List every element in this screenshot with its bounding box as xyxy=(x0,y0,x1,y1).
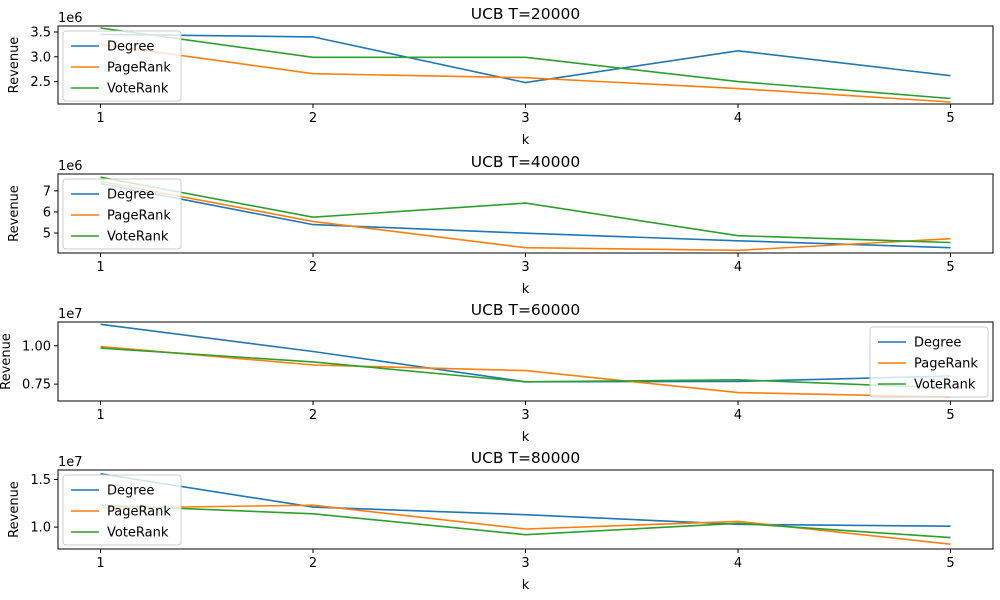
x-axis-label: k xyxy=(522,133,530,148)
x-tick-label: 2 xyxy=(309,408,317,423)
subplot-title: UCB T=20000 xyxy=(471,5,581,23)
series-line-voterank xyxy=(100,504,951,539)
x-tick-label: 3 xyxy=(521,111,529,126)
legend-entry: VoteRank xyxy=(107,82,169,97)
x-tick-label: 3 xyxy=(521,556,529,571)
y-offset-label: 1e7 xyxy=(58,455,83,470)
subplot-title: UCB T=80000 xyxy=(471,449,581,467)
legend: Degree PageRank VoteRank xyxy=(869,326,989,398)
series-line-degree xyxy=(100,473,951,527)
x-tick-label: 4 xyxy=(734,556,742,571)
axes-frame xyxy=(57,321,994,402)
legend-box xyxy=(62,30,182,102)
series-line-pagerank xyxy=(100,43,951,103)
series-line-voterank xyxy=(100,347,951,389)
x-tick-label: 2 xyxy=(309,111,317,126)
legend-entry: Degree xyxy=(914,336,961,351)
y-tick-label: 1.5 xyxy=(30,473,51,488)
x-axis-label: k xyxy=(522,578,530,593)
y-offset-label: 1e7 xyxy=(58,307,83,322)
series-line-voterank xyxy=(100,176,951,244)
series-line-degree xyxy=(100,33,951,84)
x-tick-label: 5 xyxy=(946,260,954,275)
y-tick-label: 6 xyxy=(43,205,51,220)
series-line-voterank xyxy=(100,27,951,100)
legend-box xyxy=(869,326,989,398)
subplot-title: UCB T=60000 xyxy=(471,301,581,319)
x-tick-label: 5 xyxy=(946,111,954,126)
y-offset-label: 1e6 xyxy=(58,159,83,174)
subplot-title: UCB T=40000 xyxy=(471,153,581,171)
subplot-3: UCB T=60000 1e7 1 2 3 4 5 0.75 1.00 k Revenue Degre… xyxy=(0,301,994,445)
legend: Degree PageRank VoteRank xyxy=(62,474,182,546)
legend-entry: PageRank xyxy=(914,357,978,372)
legend-entry: Degree xyxy=(107,40,154,55)
y-axis-label: Revenue xyxy=(7,37,22,94)
x-tick-label: 1 xyxy=(96,556,104,571)
legend-entry: VoteRank xyxy=(107,526,169,541)
x-tick-label: 4 xyxy=(734,260,742,275)
y-tick-label: 1.00 xyxy=(22,339,51,354)
legend: Degree PageRank VoteRank xyxy=(62,178,182,250)
x-tick-label: 5 xyxy=(946,408,954,423)
legend-entry: PageRank xyxy=(107,505,171,520)
x-tick-label: 4 xyxy=(734,408,742,423)
legend-entry: VoteRank xyxy=(107,230,169,245)
series-line-degree xyxy=(100,182,951,249)
series-line-pagerank xyxy=(100,345,951,398)
x-tick-label: 3 xyxy=(521,260,529,275)
x-tick-label: 4 xyxy=(734,111,742,126)
legend-box xyxy=(62,474,182,546)
subplot-4: UCB T=80000 1e7 1 2 3 4 5 1.0 1.5 k Revenue Degree P… xyxy=(7,449,994,593)
legend-entry: PageRank xyxy=(107,61,171,76)
y-axis-label: Revenue xyxy=(7,481,22,538)
x-tick-label: 1 xyxy=(96,111,104,126)
y-tick-label: 3.5 xyxy=(30,25,51,40)
legend-entry: Degree xyxy=(107,188,154,203)
y-tick-label: 2.5 xyxy=(30,75,51,90)
x-tick-label: 5 xyxy=(946,556,954,571)
legend: Degree PageRank VoteRank xyxy=(62,30,182,102)
axes-frame xyxy=(57,173,994,254)
y-tick-label: 0.75 xyxy=(22,378,51,393)
x-tick-label: 3 xyxy=(521,408,529,423)
legend-entry: PageRank xyxy=(107,209,171,224)
y-offset-label: 1e6 xyxy=(58,11,83,26)
x-tick-label: 2 xyxy=(309,260,317,275)
legend-entry: VoteRank xyxy=(914,378,976,393)
y-axis-label: Revenue xyxy=(7,185,22,242)
x-axis-label: k xyxy=(522,430,530,445)
legend-entry: Degree xyxy=(107,484,154,499)
subplot-1: UCB T=20000 1e6 1 2 3 4 5 2.5 3.0 3.5 k Revenue Degr… xyxy=(7,5,994,148)
y-tick-label: 1.0 xyxy=(30,521,51,536)
legend-box xyxy=(62,178,182,250)
x-tick-label: 2 xyxy=(309,556,317,571)
y-tick-label: 7 xyxy=(43,184,51,199)
y-tick-label: 3.0 xyxy=(30,50,51,65)
y-axis-label: Revenue xyxy=(0,333,14,390)
x-tick-label: 1 xyxy=(96,260,104,275)
series-line-degree xyxy=(100,323,951,383)
subplot-2: UCB T=40000 1e6 1 2 3 4 5 5 6 7 k Revenue Degree Page… xyxy=(7,153,994,297)
series-line-pagerank xyxy=(100,180,951,252)
y-tick-label: 5 xyxy=(43,226,51,241)
series-line-pagerank xyxy=(100,504,951,545)
x-tick-label: 1 xyxy=(96,408,104,423)
x-axis-label: k xyxy=(522,282,530,297)
